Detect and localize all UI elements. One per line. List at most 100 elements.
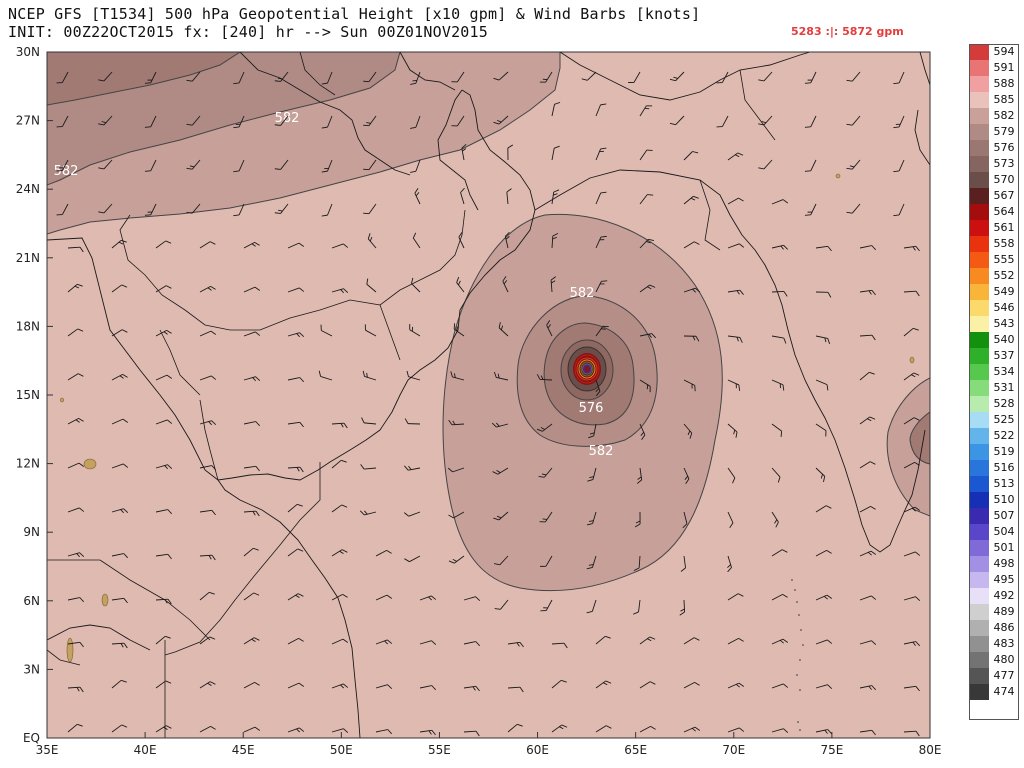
wind-barb bbox=[815, 549, 832, 557]
wind-barb bbox=[893, 115, 905, 129]
wind-barb bbox=[683, 379, 696, 392]
colorbar-entry: 531 bbox=[969, 380, 1020, 396]
wind-barb bbox=[903, 685, 920, 692]
wind-barb bbox=[507, 686, 524, 693]
wind-barb bbox=[458, 232, 465, 249]
wind-barb bbox=[804, 115, 817, 128]
wind-barb bbox=[727, 152, 744, 161]
colorbar-entry: 567 bbox=[969, 188, 1020, 204]
wind-barb bbox=[233, 203, 245, 217]
colorbar-entry: 507 bbox=[969, 508, 1020, 524]
wind-barbs bbox=[56, 71, 921, 737]
lon-label: 40E bbox=[134, 743, 157, 757]
wind-barb bbox=[859, 550, 876, 557]
wind-barb bbox=[727, 289, 744, 295]
wind-barb bbox=[683, 467, 690, 484]
wind-barb bbox=[419, 729, 436, 736]
wind-barb bbox=[155, 464, 173, 470]
wind-barb bbox=[98, 203, 113, 214]
wind-barb bbox=[412, 232, 421, 249]
cyclone-core-rings bbox=[574, 354, 600, 384]
colorbar-label: 534 bbox=[993, 365, 1015, 378]
colorbar-swatch bbox=[969, 636, 989, 652]
wind-barb bbox=[409, 323, 421, 337]
wind-barb bbox=[683, 423, 693, 439]
colorbar-entry: 549 bbox=[969, 284, 1020, 300]
wind-barb bbox=[331, 288, 349, 294]
wind-barb bbox=[56, 203, 69, 216]
colorbar-swatch bbox=[969, 236, 989, 252]
wind-barb bbox=[243, 465, 260, 472]
wind-barb bbox=[67, 328, 84, 337]
wind-barb bbox=[727, 511, 734, 528]
wind-barb bbox=[639, 105, 653, 117]
wind-barb bbox=[331, 549, 348, 557]
colorbar-swatch bbox=[969, 284, 989, 300]
wind-barb bbox=[727, 727, 745, 733]
wind-barb bbox=[846, 71, 861, 82]
wind-barb bbox=[846, 159, 861, 170]
wind-barb bbox=[493, 371, 509, 381]
wind-barb bbox=[507, 641, 524, 648]
wind-barb bbox=[815, 639, 833, 645]
colorbar-swatch bbox=[969, 220, 989, 236]
wind-barb bbox=[287, 593, 304, 601]
colorbar-swatch bbox=[969, 348, 989, 364]
wind-barb bbox=[771, 335, 787, 344]
wind-barb bbox=[67, 417, 84, 425]
contour-label-582-west: 582 bbox=[54, 164, 79, 179]
wind-barb bbox=[683, 241, 700, 249]
wind-barb bbox=[360, 464, 377, 470]
colorbar-label: 495 bbox=[993, 573, 1015, 586]
wind-barb bbox=[771, 244, 789, 250]
wind-barb bbox=[758, 115, 773, 126]
wind-barb bbox=[451, 71, 465, 83]
wind-barb bbox=[410, 71, 421, 85]
wind-barb bbox=[595, 280, 608, 293]
wind-barb bbox=[846, 115, 861, 126]
wind-barb bbox=[893, 71, 905, 85]
colorbar-label: 492 bbox=[993, 589, 1015, 602]
wind-barb bbox=[498, 322, 509, 337]
wind-barb bbox=[639, 681, 656, 689]
wind-barb bbox=[682, 511, 688, 529]
colorbar-entry: 513 bbox=[969, 476, 1020, 492]
wind-barb bbox=[144, 71, 157, 84]
wind-barb bbox=[155, 680, 172, 689]
wind-barb bbox=[274, 71, 289, 82]
wind-barb bbox=[771, 638, 788, 645]
wind-barb bbox=[504, 231, 510, 249]
wind-barb bbox=[144, 203, 157, 216]
wind-barb bbox=[727, 197, 744, 205]
wind-barb bbox=[494, 599, 509, 610]
wind-barb bbox=[587, 467, 597, 482]
wind-barb bbox=[903, 551, 921, 557]
wind-barb bbox=[683, 195, 699, 205]
wind-barb bbox=[199, 725, 216, 733]
colorbar-label: 555 bbox=[993, 253, 1015, 266]
colorbar-swatch bbox=[969, 524, 989, 540]
wind-barb bbox=[893, 159, 905, 173]
colorbar-label: 486 bbox=[993, 621, 1015, 634]
colorbar-entry: 486 bbox=[969, 620, 1020, 636]
colorbar-label: 579 bbox=[993, 125, 1015, 138]
wind-barb bbox=[243, 726, 260, 733]
wind-barb bbox=[233, 159, 245, 173]
wind-barb bbox=[683, 151, 699, 161]
wind-barb bbox=[67, 723, 83, 733]
wind-barb bbox=[111, 329, 128, 337]
colorbar-entry: 510 bbox=[969, 492, 1020, 508]
wind-barb bbox=[727, 555, 732, 573]
wind-barb bbox=[363, 159, 377, 171]
colorbar-label: 525 bbox=[993, 413, 1015, 426]
wind-barb bbox=[493, 115, 509, 125]
wind-barb bbox=[447, 467, 465, 473]
colorbar-entry: 573 bbox=[969, 156, 1020, 172]
wind-barb bbox=[758, 71, 773, 82]
colorbar-label: 489 bbox=[993, 605, 1015, 618]
wind-barb bbox=[363, 203, 377, 215]
colorbar-label: 591 bbox=[993, 61, 1015, 74]
colorbar-label: 546 bbox=[993, 301, 1015, 314]
wind-barb bbox=[111, 724, 128, 733]
